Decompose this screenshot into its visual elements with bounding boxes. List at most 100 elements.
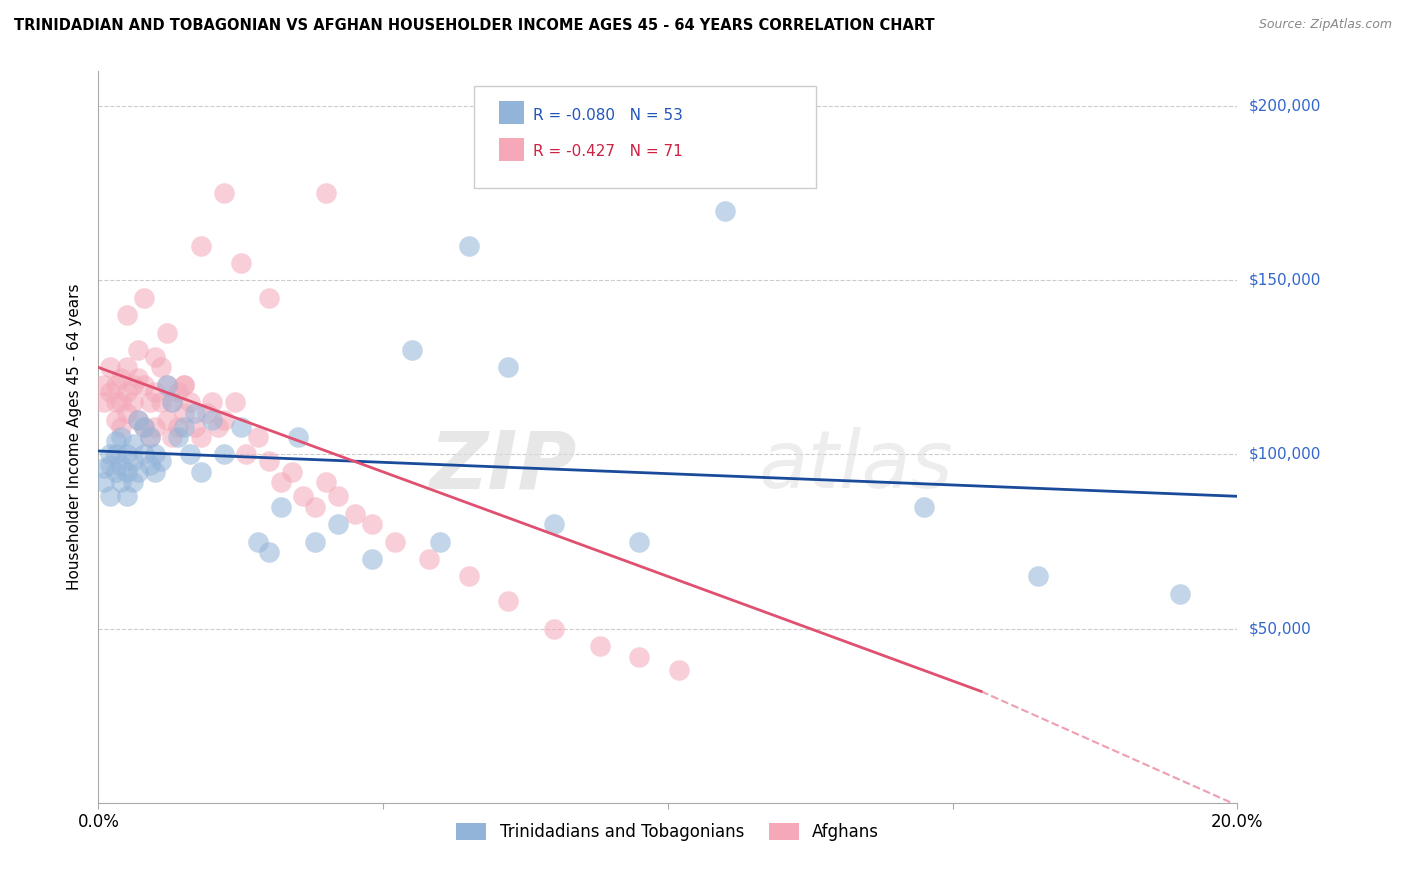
Point <box>270 500 292 514</box>
Point <box>235 448 257 462</box>
Point <box>150 360 173 375</box>
Point <box>179 395 201 409</box>
Point <box>138 430 160 444</box>
Point <box>326 489 349 503</box>
Point <box>184 406 207 420</box>
Point <box>132 377 155 392</box>
Point <box>259 545 281 559</box>
Point <box>110 458 132 472</box>
Point <box>127 371 149 385</box>
Point <box>104 465 127 479</box>
Point <box>98 384 121 399</box>
Point <box>588 639 610 653</box>
Point <box>384 534 406 549</box>
Point <box>190 430 212 444</box>
Point <box>173 377 195 392</box>
Point <box>93 475 115 490</box>
Point <box>292 489 315 503</box>
Point <box>224 395 246 409</box>
Point <box>259 454 281 468</box>
Point <box>229 256 252 270</box>
Point <box>115 308 138 322</box>
Point <box>281 465 304 479</box>
Point <box>138 430 160 444</box>
Point <box>150 395 173 409</box>
Point <box>145 350 167 364</box>
Text: $100,000: $100,000 <box>1249 447 1320 462</box>
Point <box>190 238 212 252</box>
Point <box>418 552 440 566</box>
Text: $150,000: $150,000 <box>1249 273 1320 288</box>
Point <box>132 419 155 434</box>
Point <box>212 412 235 426</box>
Point <box>115 384 138 399</box>
Point <box>167 384 190 399</box>
Point <box>173 419 195 434</box>
Point <box>212 448 235 462</box>
Point <box>628 649 651 664</box>
Point <box>714 203 737 218</box>
Point <box>104 412 127 426</box>
Point <box>304 500 326 514</box>
Point <box>201 395 224 409</box>
Y-axis label: Householder Income Ages 45 - 64 years: Householder Income Ages 45 - 64 years <box>67 284 83 591</box>
Point <box>93 377 115 392</box>
Point <box>304 534 326 549</box>
Point <box>127 412 149 426</box>
Point <box>457 569 479 583</box>
Point <box>121 395 143 409</box>
Point <box>156 326 179 340</box>
Point <box>162 395 184 409</box>
Point <box>162 430 184 444</box>
Point <box>498 594 520 608</box>
Point <box>121 437 143 451</box>
Text: $200,000: $200,000 <box>1249 99 1320 113</box>
FancyBboxPatch shape <box>499 138 524 161</box>
Point <box>98 360 121 375</box>
Point <box>498 360 520 375</box>
Point <box>121 475 143 490</box>
Point <box>132 419 155 434</box>
Legend: Trinidadians and Tobagonians, Afghans: Trinidadians and Tobagonians, Afghans <box>451 817 884 846</box>
Text: atlas: atlas <box>759 427 953 506</box>
Point <box>912 500 935 514</box>
Point <box>259 291 281 305</box>
Point <box>184 419 207 434</box>
Point <box>110 475 132 490</box>
Point <box>110 430 132 444</box>
Point <box>150 454 173 468</box>
Text: ZIP: ZIP <box>429 427 576 506</box>
Point <box>121 377 143 392</box>
Point <box>246 430 269 444</box>
Point <box>179 448 201 462</box>
Point <box>115 465 138 479</box>
Point <box>401 343 423 357</box>
Point <box>156 377 179 392</box>
Point <box>173 406 195 420</box>
Point <box>98 489 121 503</box>
Point <box>543 517 565 532</box>
Text: R = -0.080   N = 53: R = -0.080 N = 53 <box>533 108 683 123</box>
Text: $50,000: $50,000 <box>1249 621 1312 636</box>
Point <box>115 406 138 420</box>
Point <box>156 377 179 392</box>
Point <box>229 419 252 434</box>
Point <box>145 465 167 479</box>
Point <box>343 507 366 521</box>
Text: Source: ZipAtlas.com: Source: ZipAtlas.com <box>1258 18 1392 31</box>
Point <box>93 395 115 409</box>
Point <box>104 377 127 392</box>
Point <box>110 419 132 434</box>
Point <box>156 412 179 426</box>
Point <box>195 406 218 420</box>
Point <box>360 552 382 566</box>
Point <box>93 461 115 475</box>
Point <box>326 517 349 532</box>
Point <box>668 664 690 678</box>
Point <box>132 448 155 462</box>
Point <box>127 412 149 426</box>
Point <box>207 419 229 434</box>
Point <box>115 448 138 462</box>
Text: TRINIDADIAN AND TOBAGONIAN VS AFGHAN HOUSEHOLDER INCOME AGES 45 - 64 YEARS CORRE: TRINIDADIAN AND TOBAGONIAN VS AFGHAN HOU… <box>14 18 935 33</box>
Point <box>104 434 127 448</box>
